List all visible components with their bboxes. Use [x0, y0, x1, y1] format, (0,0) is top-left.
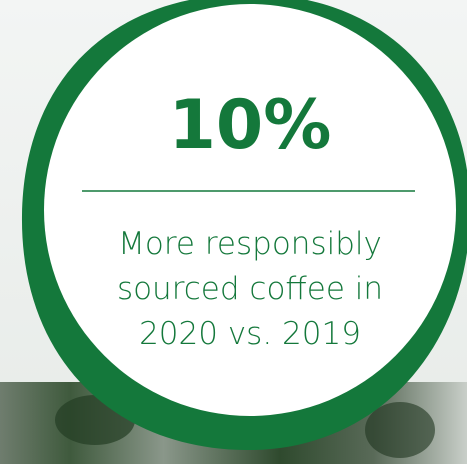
stat-description: More responsibly [118, 226, 382, 262]
white-circle [44, 4, 456, 416]
stat-value: 10% [169, 86, 332, 165]
stat-description: 2020 vs. 2019 [139, 316, 361, 352]
foliage-shade [365, 402, 435, 458]
stat-description: sourced coffee in [117, 271, 383, 307]
